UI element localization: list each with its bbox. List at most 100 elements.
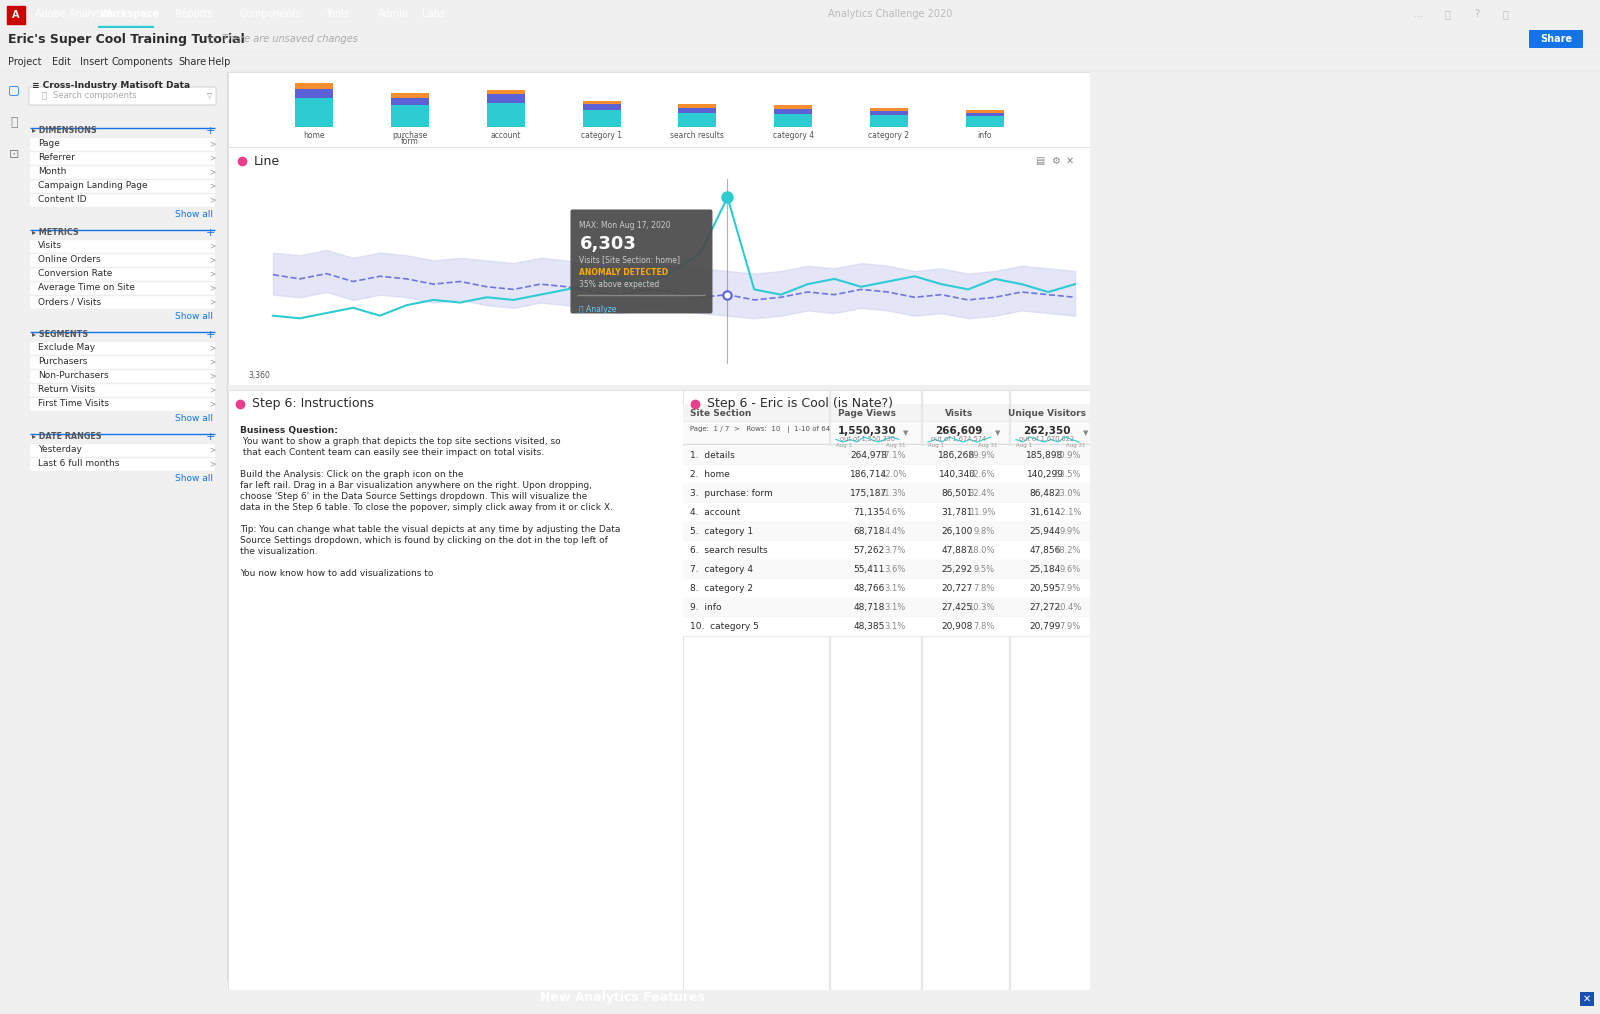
Text: Share: Share (1539, 34, 1573, 44)
Text: ☆: ☆ (205, 32, 216, 46)
Text: 71,135: 71,135 (853, 508, 885, 517)
Text: Page: Page (38, 140, 59, 148)
Text: 3.  purchase: form: 3. purchase: form (690, 489, 773, 498)
Text: Orders / Visits: Orders / Visits (38, 297, 101, 306)
Bar (683, 579, 1090, 598)
Text: Show all: Show all (174, 474, 213, 483)
Text: ▤: ▤ (1035, 156, 1045, 166)
Text: Referrer: Referrer (38, 153, 75, 162)
Text: 31,781: 31,781 (941, 508, 973, 517)
Text: 18.2%: 18.2% (1054, 546, 1082, 555)
Text: >: > (210, 153, 214, 162)
Text: 57,262: 57,262 (853, 546, 885, 555)
Text: 48,718: 48,718 (853, 603, 885, 612)
Bar (678, 104, 717, 107)
Text: 35% above expected: 35% above expected (579, 281, 659, 289)
Text: ▸ DATE RANGES: ▸ DATE RANGES (32, 432, 102, 441)
Text: >: > (210, 270, 214, 279)
Text: Step 6 - Eric is Cool (is Nate?): Step 6 - Eric is Cool (is Nate?) (707, 397, 893, 411)
Text: Show all: Show all (174, 312, 213, 321)
Text: ▼: ▼ (902, 430, 909, 436)
Text: 4.  account: 4. account (690, 508, 741, 517)
Text: Business Question:: Business Question: (240, 426, 338, 435)
Text: choose 'Step 6' in the Data Source Settings dropdown. This will visualize the: choose 'Step 6' in the Data Source Setti… (240, 492, 587, 501)
Text: 1,550,330: 1,550,330 (838, 426, 896, 436)
Text: 10.  category 5: 10. category 5 (690, 622, 758, 631)
Text: Admin: Admin (378, 9, 410, 19)
Text: Aug 1: Aug 1 (835, 443, 851, 448)
Text: 69.9%: 69.9% (968, 451, 995, 460)
Text: 🔍: 🔍 (42, 91, 46, 100)
Text: >: > (210, 445, 214, 454)
Text: 9.8%: 9.8% (974, 527, 995, 536)
Text: 7.  category 4: 7. category 4 (690, 565, 754, 574)
Bar (30, 399, 214, 411)
Text: 3.1%: 3.1% (885, 603, 906, 612)
Bar (30, 166, 214, 179)
Text: 20,908: 20,908 (941, 622, 973, 631)
Bar (98, 26, 154, 28)
Text: Return Visits: Return Visits (38, 385, 94, 394)
Bar (30, 152, 214, 165)
Text: Online Orders: Online Orders (38, 256, 101, 265)
FancyBboxPatch shape (571, 210, 712, 313)
Bar (390, 93, 429, 98)
Text: Visits: Visits (946, 409, 973, 418)
Bar (582, 100, 621, 104)
Text: 264,978: 264,978 (851, 451, 888, 460)
Bar (774, 114, 813, 127)
Text: >: > (210, 459, 214, 468)
Bar (30, 268, 214, 281)
Text: ▽: ▽ (206, 93, 213, 99)
Bar (683, 422, 1090, 444)
Text: 25,292: 25,292 (941, 565, 973, 574)
Text: 25,944: 25,944 (1029, 527, 1061, 536)
Text: that each Content team can easily see their impact on total visits.: that each Content team can easily see th… (240, 448, 544, 457)
Text: 18.0%: 18.0% (968, 546, 995, 555)
Text: 31,614: 31,614 (1029, 508, 1061, 517)
Text: 3,360: 3,360 (248, 371, 270, 380)
Bar (678, 107, 717, 113)
Text: >: > (210, 196, 214, 205)
Text: Visits: Visits (38, 241, 62, 250)
Text: >: > (210, 140, 214, 148)
Text: 10.3%: 10.3% (968, 603, 995, 612)
Text: 👁 Analyze: 👁 Analyze (579, 305, 618, 314)
Text: ▸ METRICS: ▸ METRICS (32, 228, 78, 237)
Text: Components: Components (112, 57, 174, 67)
Text: +: + (205, 228, 214, 238)
Bar (678, 113, 717, 127)
FancyBboxPatch shape (1530, 30, 1582, 48)
Text: 25,184: 25,184 (1029, 565, 1061, 574)
Text: Tip: You can change what table the visual depicts at any time by adjusting the D: Tip: You can change what table the visua… (240, 525, 621, 534)
Text: 1.  details: 1. details (690, 451, 734, 460)
Text: Source Settings dropdown, which is found by clicking on the dot in the top left : Source Settings dropdown, which is found… (240, 536, 608, 545)
Text: Page:  1 / 7  >   Rows:  10   |  1-10 of 64: Page: 1 / 7 > Rows: 10 | 1-10 of 64 (690, 426, 830, 433)
Bar (294, 88, 333, 98)
Text: Analytics Challenge 2020: Analytics Challenge 2020 (827, 9, 952, 19)
Text: 86,482: 86,482 (1029, 489, 1061, 498)
Text: 9.6%: 9.6% (1059, 565, 1082, 574)
Text: ⚙: ⚙ (1051, 156, 1059, 166)
Text: Exclude May: Exclude May (38, 344, 94, 353)
Text: 20,799: 20,799 (1029, 622, 1061, 631)
Text: 3.6%: 3.6% (885, 565, 906, 574)
Text: 53.5%: 53.5% (1054, 470, 1082, 479)
Text: Last 6 full months: Last 6 full months (38, 459, 120, 468)
Text: 48,385: 48,385 (853, 622, 885, 631)
Text: Conversion Rate: Conversion Rate (38, 270, 112, 279)
Text: 33.0%: 33.0% (1054, 489, 1082, 498)
Text: >: > (210, 167, 214, 176)
Bar (683, 598, 1090, 617)
Text: 20,595: 20,595 (1029, 584, 1061, 593)
Text: Aug 1: Aug 1 (1016, 443, 1032, 448)
Bar (6, 6, 26, 24)
Text: 5.  category 1: 5. category 1 (690, 527, 754, 536)
Text: 4.6%: 4.6% (885, 508, 906, 517)
Text: A: A (13, 10, 19, 20)
Text: ▼: ▼ (995, 430, 1000, 436)
Text: 186,268: 186,268 (939, 451, 976, 460)
Text: 9.9%: 9.9% (1059, 527, 1082, 536)
Text: ✕: ✕ (1582, 994, 1590, 1004)
Text: 52.6%: 52.6% (968, 470, 995, 479)
